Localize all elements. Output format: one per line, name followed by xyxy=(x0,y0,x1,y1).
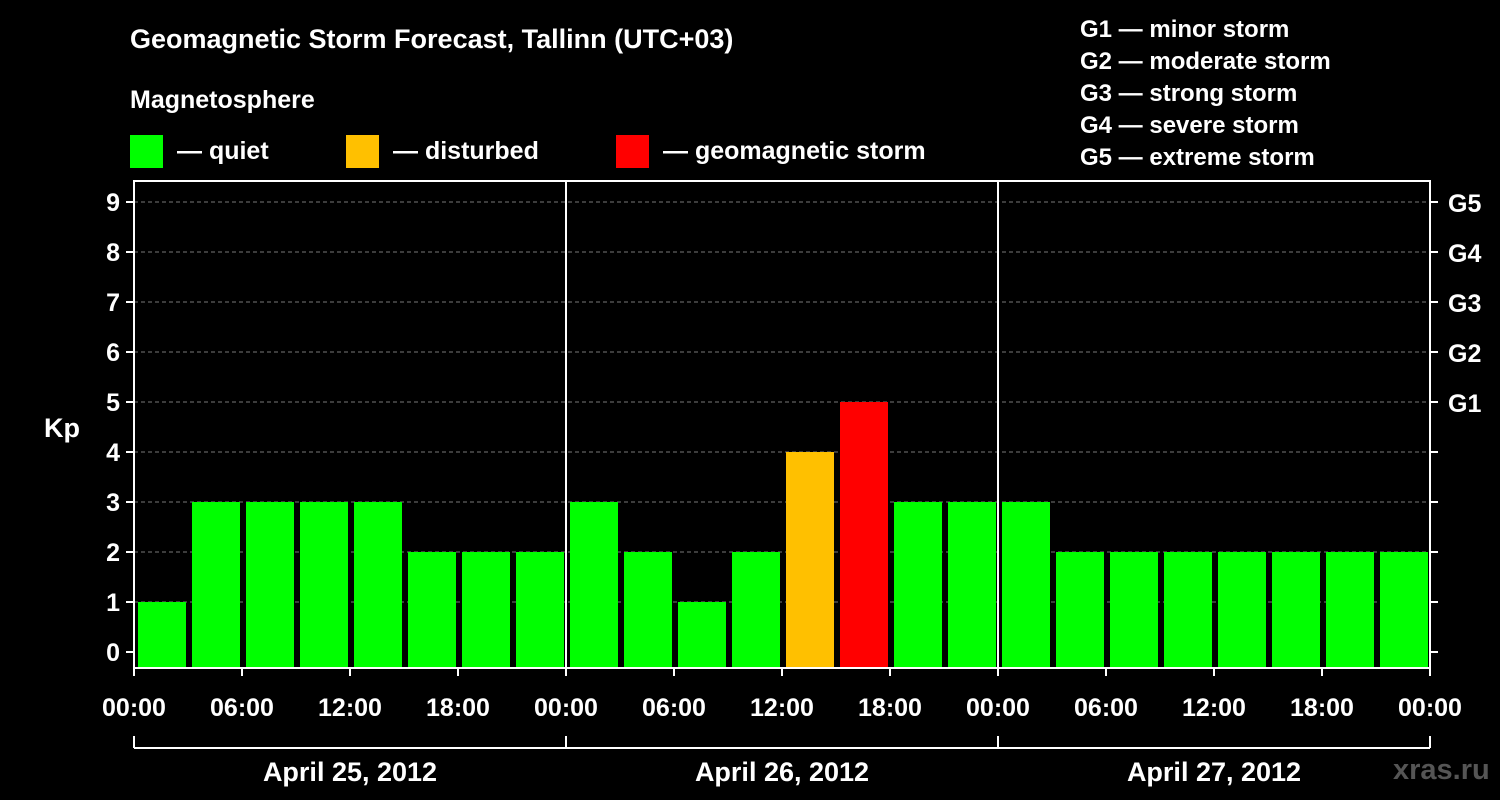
g-legend-g3: G3 — strong storm xyxy=(1080,80,1298,107)
legend-storm-swatch xyxy=(616,134,649,168)
day-label-0: April 25, 2012 xyxy=(263,757,437,787)
bar-18 xyxy=(1110,552,1158,668)
bar-6 xyxy=(462,552,510,668)
bar-23 xyxy=(1380,552,1428,668)
y-tick-label-3: 3 xyxy=(106,489,120,517)
day-label-1: April 26, 2012 xyxy=(695,757,869,787)
g-legend-g5: G5 — extreme storm xyxy=(1080,144,1315,171)
bar-3 xyxy=(300,502,348,668)
y-tick-label-1: 1 xyxy=(106,589,120,617)
legend-disturbed: — disturbed xyxy=(346,134,539,168)
bar-11 xyxy=(732,552,780,668)
magnetosphere-title: Magnetosphere xyxy=(130,86,315,114)
x-tick-label-3: 18:00 xyxy=(426,694,490,722)
bar-22 xyxy=(1326,552,1374,668)
bar-12 xyxy=(786,452,834,668)
x-tick-label-9: 06:00 xyxy=(1074,694,1138,722)
legend-quiet: — quiet xyxy=(130,134,269,168)
x-tick-label-12: 00:00 xyxy=(1398,694,1462,722)
y-tick-label-7: 7 xyxy=(106,289,120,317)
day-label-2: April 27, 2012 xyxy=(1127,757,1301,787)
bar-0 xyxy=(138,602,186,668)
watermark: xras.ru xyxy=(1393,754,1490,786)
x-tick-label-4: 00:00 xyxy=(534,694,598,722)
legend-disturbed-swatch xyxy=(346,134,379,168)
bar-1 xyxy=(192,502,240,668)
bar-10 xyxy=(678,602,726,668)
x-tick-label-0: 00:00 xyxy=(102,694,166,722)
bar-17 xyxy=(1056,552,1104,668)
x-tick-label-8: 00:00 xyxy=(966,694,1030,722)
bar-20 xyxy=(1218,552,1266,668)
right-label-g4: G4 xyxy=(1448,240,1481,268)
x-tick-label-10: 12:00 xyxy=(1182,694,1246,722)
x-tick-label-1: 06:00 xyxy=(210,694,274,722)
g-legend-g4: G4 — severe storm xyxy=(1080,112,1299,139)
legend-storm: — geomagnetic storm xyxy=(616,134,926,168)
x-tick-label-7: 18:00 xyxy=(858,694,922,722)
right-label-g1: G1 xyxy=(1448,390,1481,418)
g-legend-g2: G2 — moderate storm xyxy=(1080,48,1331,75)
bar-4 xyxy=(354,502,402,668)
legend-quiet-swatch xyxy=(130,134,163,168)
bar-2 xyxy=(246,502,294,668)
bar-16 xyxy=(1002,502,1050,668)
bar-9 xyxy=(624,552,672,668)
legend-storm-label: — geomagnetic storm xyxy=(663,136,926,165)
bar-21 xyxy=(1272,552,1320,668)
y-tick-label-4: 4 xyxy=(106,439,120,467)
right-label-g3: G3 xyxy=(1448,290,1481,318)
bar-13 xyxy=(840,402,888,668)
x-tick-label-2: 12:00 xyxy=(318,694,382,722)
right-label-g5: G5 xyxy=(1448,190,1481,218)
bar-15 xyxy=(948,502,996,668)
bar-19 xyxy=(1164,552,1212,668)
g-scale-legend: G1 — minor storm G2 — moderate storm G3 … xyxy=(1080,14,1331,174)
y-tick-label-0: 0 xyxy=(106,639,120,667)
y-tick-label-9: 9 xyxy=(106,189,120,217)
bar-5 xyxy=(408,552,456,668)
y-tick-label-8: 8 xyxy=(106,239,120,267)
x-tick-label-5: 06:00 xyxy=(642,694,706,722)
y-axis-label: Kp xyxy=(44,413,80,443)
bar-14 xyxy=(894,502,942,668)
bar-7 xyxy=(516,552,564,668)
right-label-g2: G2 xyxy=(1448,340,1481,368)
bar-8 xyxy=(570,502,618,668)
y-tick-label-6: 6 xyxy=(106,339,120,367)
legend-disturbed-label: — disturbed xyxy=(393,136,539,165)
chart-title: Geomagnetic Storm Forecast, Tallinn (UTC… xyxy=(130,24,734,54)
y-tick-label-5: 5 xyxy=(106,389,120,417)
x-tick-label-11: 18:00 xyxy=(1290,694,1354,722)
g-legend-g1: G1 — minor storm xyxy=(1080,16,1290,43)
x-tick-label-6: 12:00 xyxy=(750,694,814,722)
legend-quiet-label: — quiet xyxy=(177,136,269,165)
y-tick-label-2: 2 xyxy=(106,539,120,567)
